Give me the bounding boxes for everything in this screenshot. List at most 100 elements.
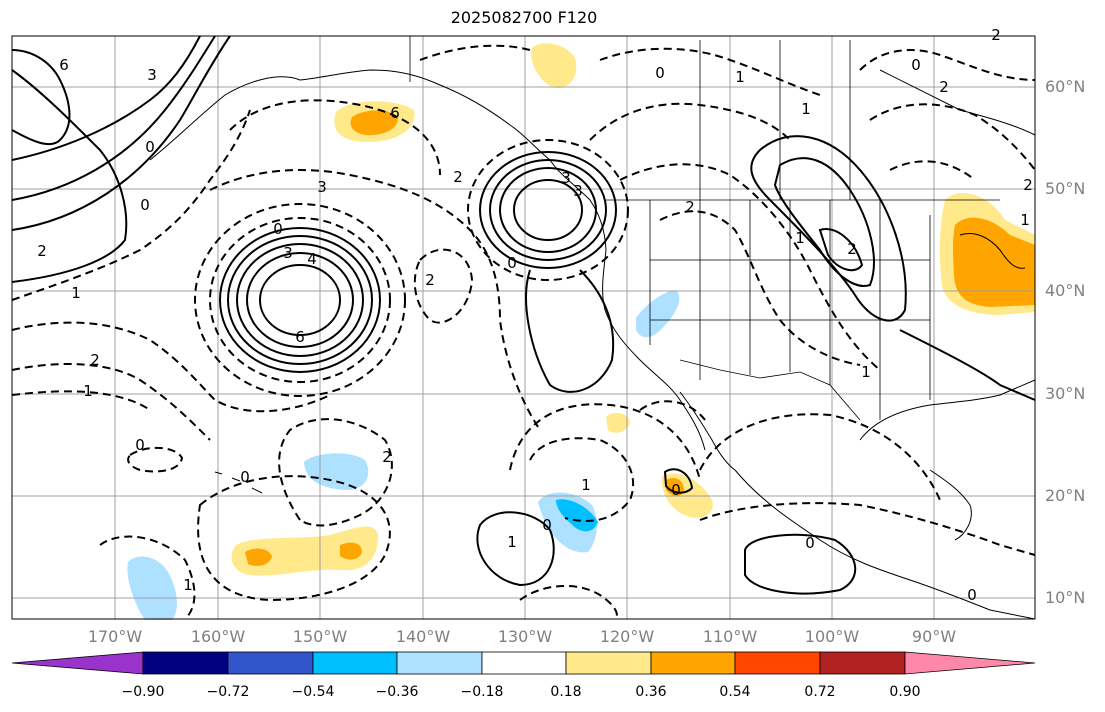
contour-label: 2 [90, 351, 100, 369]
contour-line [859, 49, 1036, 81]
contour-line [519, 584, 618, 620]
contour-label: 0 [542, 516, 552, 534]
contour-line [659, 210, 861, 366]
canada-province-borders [699, 40, 851, 200]
contour-label: 1 [183, 576, 193, 594]
contour-line [413, 248, 474, 324]
contour-label: 0 [967, 586, 977, 604]
contour-label: 6 [390, 104, 400, 122]
contour-line [127, 446, 184, 473]
positive-anomaly-area [606, 412, 630, 433]
contour-ring-high [259, 264, 341, 336]
canada-coastline [549, 159, 607, 251]
lon-label-160w: 160°W [190, 627, 246, 646]
contour-label: 0 [135, 436, 145, 454]
contour-line [889, 160, 976, 181]
positive-anomaly-core [340, 542, 362, 560]
contour-label: 2 [382, 448, 392, 466]
contour-line [663, 468, 694, 494]
state-borders [649, 200, 931, 420]
contour-label: 1 [83, 382, 93, 400]
negative-anomaly-core [556, 499, 598, 532]
lon-label-120w: 120°W [599, 627, 655, 646]
contour-label: 0 [507, 254, 517, 272]
contour-line [744, 533, 857, 595]
contour-line [229, 99, 441, 176]
contour-label: 3 [573, 182, 583, 200]
colorbar-segment [565, 651, 652, 675]
colorbar-tick-label: −0.18 [460, 684, 504, 700]
contour-line [11, 35, 216, 201]
lon-label-150w: 150°W [292, 627, 348, 646]
contour-label: 0 [145, 138, 155, 156]
negative-contours [11, 44, 1036, 620]
positive-anomaly-core [666, 478, 684, 496]
contour-line [818, 228, 864, 272]
contour-line [11, 49, 71, 146]
negative-anomaly-area [304, 453, 369, 490]
contour-label: 1 [801, 100, 811, 118]
lat-label-60n: 60°N [1045, 77, 1086, 96]
contour-label: 0 [240, 468, 250, 486]
lat-label-20n: 20°N [1045, 486, 1086, 505]
colorbar-segment [734, 651, 821, 675]
contour-label-group: 6 3 3 4 6 0 3 2 0 2 1 2 1 1 0 0 3 2 0 1 … [37, 26, 1033, 604]
lon-label-130w: 130°W [497, 627, 553, 646]
lon-label-170w: 170°W [87, 627, 143, 646]
coastlines [149, 69, 1036, 620]
alaska-coastline [149, 69, 551, 161]
lat-label-50n: 50°N [1045, 179, 1086, 198]
contour-label: 1 [71, 284, 81, 302]
plot-frame [11, 35, 1036, 620]
contour-line [476, 511, 555, 587]
contour-label: 0 [671, 481, 681, 499]
positive-anomaly-core [953, 217, 1035, 307]
contour-line [197, 475, 391, 602]
colorbar-tick-label: 0.72 [804, 684, 836, 700]
colorbar-segment [312, 651, 398, 675]
negative-anomaly-area [127, 556, 177, 620]
contour-ring-high [489, 159, 607, 261]
contour-line [699, 502, 1036, 556]
contour-label: 1 [795, 229, 805, 247]
contour-label: 6 [295, 328, 305, 346]
mexico-coastline [734, 469, 1036, 620]
contour-lines [11, 35, 1036, 620]
contour-label: 3 [561, 169, 571, 187]
contour-ring-high [479, 151, 617, 269]
contour-label: 0 [273, 220, 283, 238]
contour-ring-high [246, 252, 354, 348]
contour-line [209, 169, 541, 431]
contour-line [899, 329, 1036, 401]
contour-line [773, 157, 875, 287]
contour-line [11, 69, 128, 283]
lat-label-30n: 30°N [1045, 384, 1086, 403]
great-lakes-outline [959, 233, 1026, 269]
contour-label: 1 [507, 533, 517, 551]
colorbar-segment [142, 651, 229, 675]
colorbar-tick-label: 0.18 [550, 684, 582, 700]
us-mexico-border [679, 359, 861, 421]
contour-ring-high [227, 235, 373, 365]
baja-coastline [679, 391, 736, 471]
lat-label-40n: 40°N [1045, 281, 1086, 300]
contour-label: 2 [1023, 176, 1033, 194]
contour-label: 2 [37, 242, 47, 260]
colorbar-tick-label: −0.90 [121, 684, 165, 700]
colorbar-segment [227, 651, 314, 675]
contour-ring-high [236, 243, 364, 357]
colorbar-tick-label: 0.90 [889, 684, 921, 700]
contour-line [99, 535, 196, 620]
lon-label-90w: 90°W [911, 627, 957, 646]
contour-line [589, 102, 791, 141]
contour-label: 1 [861, 363, 871, 381]
contour-label: 6 [59, 56, 69, 74]
us-west-coastline [602, 249, 706, 451]
graticule [12, 36, 1035, 619]
contour-line [619, 163, 881, 371]
colorbar-tick-label: −0.36 [375, 684, 419, 700]
map-title: 2025082700 F120 [450, 8, 598, 27]
contour-label: 2 [685, 198, 695, 216]
gulf-coastline [859, 379, 1036, 441]
